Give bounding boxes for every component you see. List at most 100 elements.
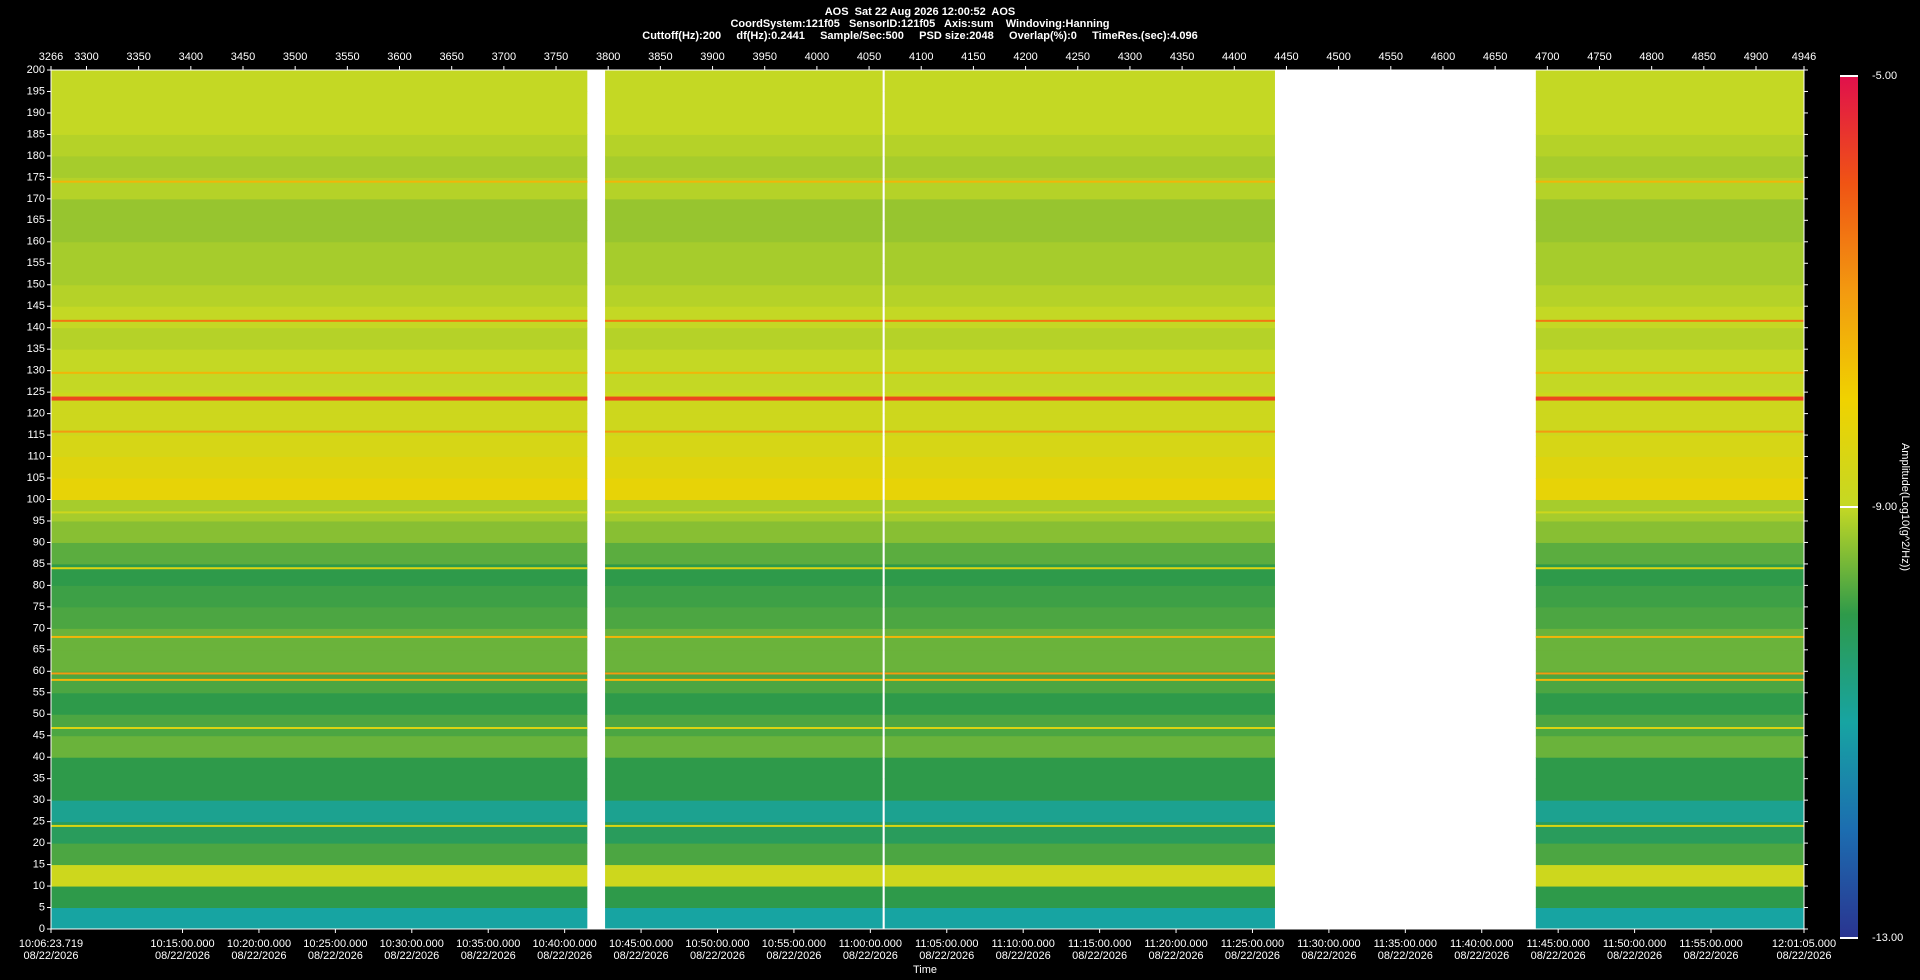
heat-cell: [1535, 671, 1804, 694]
chart-subtitle: Cuttoff(Hz):200 df(Hz):0.2441 Sample/Sec…: [642, 30, 1198, 42]
heat-cell: [1535, 435, 1804, 458]
heat-cell: [51, 91, 588, 114]
tone-line: [51, 396, 588, 401]
x-tick-label: 4150: [961, 51, 985, 63]
y-tick-label: 110: [27, 450, 45, 462]
heat-cell: [1535, 735, 1804, 758]
heat-cell: [884, 585, 1275, 608]
x-tick-label: 4600: [1431, 51, 1455, 63]
x-tick-label: 4650: [1483, 51, 1507, 63]
time-tick-date: 08/22/2026: [1072, 950, 1127, 962]
heat-cell: [884, 563, 1275, 586]
x-tick-label: 4900: [1744, 51, 1768, 63]
heat-cell: [884, 284, 1275, 307]
heat-cell: [884, 499, 1275, 522]
x-tick-label: 4200: [1013, 51, 1037, 63]
time-tick-date: 08/22/2026: [23, 950, 78, 962]
tone-line: [884, 824, 1275, 827]
heat-cell: [1535, 392, 1804, 415]
heat-cell: [605, 478, 883, 500]
y-tick-label: 100: [27, 493, 45, 505]
heat-cell: [51, 177, 588, 200]
heat-cell: [1535, 714, 1804, 737]
tone-line: [884, 672, 1275, 675]
heat-cell: [605, 757, 883, 780]
heat-cell: [51, 134, 588, 157]
tone-line: [51, 635, 588, 638]
heat-cell: [884, 349, 1275, 372]
heat-cell: [51, 263, 588, 286]
tone-line: [51, 726, 588, 729]
heat-cell: [51, 649, 588, 672]
tone-line: [884, 635, 1275, 638]
tone-line: [605, 396, 883, 401]
heat-cell: [1535, 220, 1804, 243]
tone-line: [51, 371, 588, 374]
heat-cell: [884, 327, 1275, 350]
tone-line: [1535, 672, 1804, 675]
time-tick-date: 08/22/2026: [1301, 950, 1356, 962]
heat-cell: [51, 735, 588, 758]
tone-line: [51, 319, 588, 322]
tone-line: [884, 180, 1275, 183]
x-tick-label: 3850: [648, 51, 672, 63]
heat-cell: [605, 563, 883, 586]
heat-cell: [884, 542, 1275, 565]
time-tick-date: 08/22/2026: [461, 950, 516, 962]
tone-line: [51, 180, 588, 183]
chart-subtitle: CoordSystem:121f05 SensorID:121f05 Axis:…: [730, 18, 1109, 30]
tone-line: [605, 567, 883, 570]
heat-cell: [605, 671, 883, 694]
heat-cell: [605, 606, 883, 629]
heat-cell: [605, 821, 883, 844]
x-tick-label: 4300: [1118, 51, 1142, 63]
time-tick-label: 10:55:00.000: [762, 938, 826, 950]
time-tick-date: 08/22/2026: [231, 950, 286, 962]
heat-cell: [605, 177, 883, 200]
heat-cell: [884, 843, 1275, 866]
time-tick-date: 08/22/2026: [1378, 950, 1433, 962]
heat-cell: [51, 843, 588, 866]
tone-line: [51, 824, 588, 827]
y-tick-label: 65: [33, 644, 45, 656]
tone-line: [51, 672, 588, 675]
heat-cell: [605, 886, 883, 909]
heat-cell: [1535, 864, 1804, 887]
heat-cell: [51, 778, 588, 801]
heat-cell: [1535, 800, 1804, 823]
tone-line: [1535, 430, 1804, 433]
time-tick-label: 11:30:00.000: [1297, 938, 1360, 950]
tone-line: [605, 430, 883, 433]
heat-cell: [605, 692, 883, 715]
y-tick-label: 125: [27, 386, 45, 398]
x-tick-label: 4550: [1379, 51, 1403, 63]
heat-cell: [605, 392, 883, 415]
heat-cell: [1535, 886, 1804, 909]
y-tick-label: 155: [27, 257, 45, 269]
y-tick-label: 165: [27, 214, 45, 226]
heat-cell: [51, 220, 588, 243]
time-tick-label: 10:15:00.000: [150, 938, 214, 950]
heat-cell: [1535, 778, 1804, 801]
time-tick-date: 08/22/2026: [1776, 950, 1831, 962]
y-tick-label: 130: [27, 365, 45, 377]
tone-line: [1535, 511, 1804, 514]
time-tick-label: 11:05:00.000: [915, 938, 978, 950]
y-tick-label: 85: [33, 558, 45, 570]
tone-line: [605, 511, 883, 514]
heat-cell: [51, 327, 588, 350]
y-tick-label: 45: [33, 730, 45, 742]
heat-cell: [51, 520, 588, 543]
x-tick-label: 4000: [805, 51, 829, 63]
tone-line: [884, 430, 1275, 433]
heat-cell: [884, 671, 1275, 694]
y-tick-label: 30: [33, 794, 45, 806]
heat-cell: [51, 864, 588, 887]
heat-cell: [1535, 456, 1804, 479]
time-tick-date: 08/22/2026: [1683, 950, 1738, 962]
heat-cell: [51, 692, 588, 715]
heat-cell: [1535, 134, 1804, 157]
heat-cell: [884, 177, 1275, 200]
heat-cell: [51, 628, 588, 651]
